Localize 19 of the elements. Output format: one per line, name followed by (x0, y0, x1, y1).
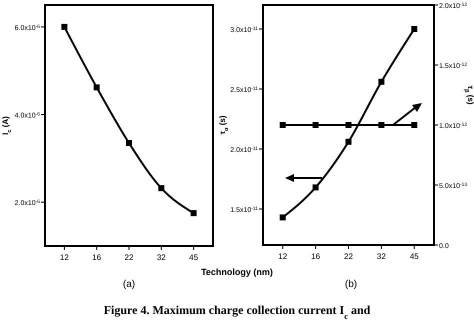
x-axis-title: Technology (nm) (201, 267, 273, 277)
x-tick-label: 45 (189, 253, 199, 262)
caption: Figure 4. Maximum charge collection current I$_{c}$ and (104, 303, 371, 320)
x-tick-label: 22 (124, 253, 134, 262)
x-tick-label: 12 (278, 252, 288, 261)
text: (a) (122, 279, 136, 290)
x-tick-label: 45 (410, 252, 420, 261)
point (126, 140, 132, 146)
x-tick-label: 32 (376, 252, 386, 261)
point (94, 84, 100, 90)
point (61, 24, 68, 30)
text: (b) (344, 279, 358, 290)
x-tick-label: 32 (156, 253, 166, 262)
x-tick-label: 16 (311, 252, 321, 261)
x-tick-label: 22 (344, 252, 354, 261)
x-tick-label: 12 (60, 253, 70, 262)
x-tick-label: 16 (92, 253, 102, 262)
point (158, 185, 164, 192)
point (190, 210, 197, 216)
